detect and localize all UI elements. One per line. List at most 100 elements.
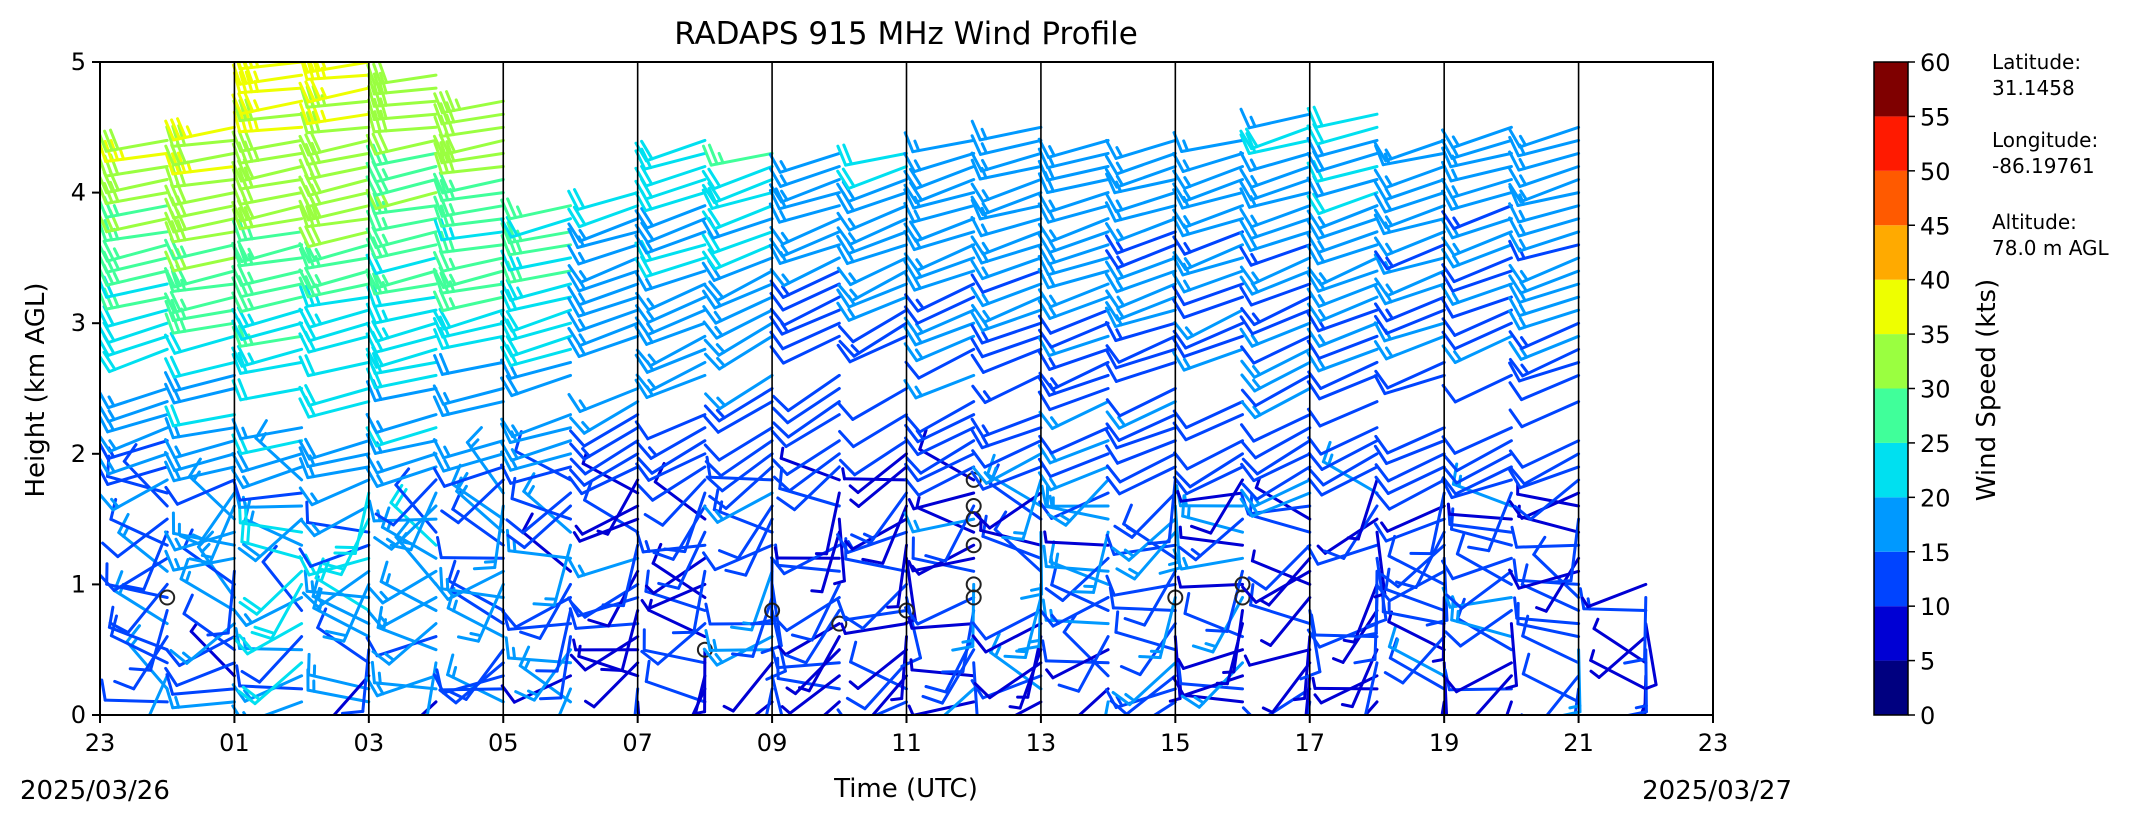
wind-barb xyxy=(1573,687,1581,715)
wind-barb xyxy=(693,648,707,715)
wind-barb xyxy=(1105,533,1177,556)
wind-barb xyxy=(1057,635,1110,693)
wind-barb xyxy=(1239,151,1312,173)
wind-barb xyxy=(298,223,371,249)
wind-barb xyxy=(769,269,841,299)
wind-barb xyxy=(1062,613,1110,678)
wind-barb xyxy=(164,438,236,460)
wind-barb xyxy=(1239,243,1312,267)
wind-barb xyxy=(569,413,640,448)
wind-barb xyxy=(1510,525,1581,549)
wind-barb xyxy=(238,569,304,616)
wind-barb xyxy=(433,249,505,273)
colorbar-bin xyxy=(1874,497,1908,552)
wind-barb xyxy=(1374,295,1446,323)
wind-barb xyxy=(519,582,572,640)
wind-barb xyxy=(772,452,841,493)
wind-barb xyxy=(1114,610,1177,652)
wind-barb xyxy=(836,217,908,246)
wind-barb xyxy=(1240,387,1312,420)
wind-barb xyxy=(535,609,572,673)
wind-barb xyxy=(1467,491,1513,553)
wind-barb xyxy=(640,582,707,611)
wind-barb xyxy=(814,491,841,556)
wind-barb xyxy=(1043,530,1110,547)
wind-barb xyxy=(1306,700,1312,715)
wind-barb xyxy=(432,315,505,339)
wind-barb xyxy=(100,347,169,374)
wind-barb xyxy=(970,256,1043,281)
wind-barb xyxy=(305,500,371,534)
wind-barb xyxy=(1240,295,1312,327)
wind-barb xyxy=(365,172,438,197)
wind-barb xyxy=(1374,243,1446,271)
wind-barb xyxy=(1037,452,1110,478)
wind-barb xyxy=(164,417,236,440)
wind-barb xyxy=(370,660,438,691)
wind-barb xyxy=(635,282,707,312)
wind-barb xyxy=(298,437,371,461)
wind-barb xyxy=(701,187,774,210)
wind-barb xyxy=(1444,609,1513,648)
wind-barb xyxy=(164,382,236,405)
wind-barb xyxy=(1240,360,1312,393)
wind-barb xyxy=(702,635,774,667)
wind-barb xyxy=(769,282,841,312)
wind-barb xyxy=(298,79,371,104)
wind-barb xyxy=(785,648,841,696)
wind-barb xyxy=(1105,256,1177,281)
wind-barb xyxy=(970,119,1043,142)
wind-barb xyxy=(703,491,774,524)
wind-barb xyxy=(971,452,1043,485)
wind-barb xyxy=(231,263,304,287)
wind-barb xyxy=(1173,308,1244,341)
profile-00 xyxy=(100,128,176,715)
wind-barb xyxy=(1176,575,1244,589)
wind-barb xyxy=(1589,649,1648,691)
wind-barb xyxy=(514,648,572,702)
profile-06 xyxy=(500,197,572,715)
colorbar-bin xyxy=(1874,279,1908,335)
wind-barb xyxy=(1105,387,1177,418)
wind-barb xyxy=(500,413,572,438)
calm-circle xyxy=(159,589,176,606)
x-axis-label: Time (UTC) xyxy=(833,774,978,804)
wind-barb xyxy=(1105,400,1177,430)
wind-barb xyxy=(643,478,707,527)
profile-09 xyxy=(701,143,787,715)
wind-barb xyxy=(798,635,841,693)
wind-barb xyxy=(973,661,1043,700)
wind-barb xyxy=(1505,622,1518,690)
wind-barb xyxy=(1387,625,1446,678)
wind-barb xyxy=(433,140,505,165)
wind-barb xyxy=(1239,282,1312,307)
wind-barb xyxy=(1239,217,1312,241)
wind-barb xyxy=(1520,674,1581,715)
wind-barb xyxy=(636,700,641,715)
wind-barb xyxy=(1306,243,1379,266)
wind-barb xyxy=(702,143,774,167)
wind-barb xyxy=(703,321,774,357)
wind-barb xyxy=(903,334,976,363)
wind-barb xyxy=(1260,596,1312,647)
colorbar-bin xyxy=(1874,551,1908,607)
wind-barb xyxy=(250,582,304,641)
colorbar-bin xyxy=(1874,606,1908,661)
wind-barb xyxy=(970,178,1043,203)
wind-barb xyxy=(1508,202,1581,224)
wind-barb xyxy=(1441,465,1513,496)
wind-barb xyxy=(1104,165,1177,189)
y-tick-label: 2 xyxy=(71,440,86,468)
calm-circle xyxy=(831,615,848,632)
wind-barb xyxy=(1038,360,1110,391)
wind-barb xyxy=(567,321,640,348)
wind-barb xyxy=(1373,165,1446,190)
profile-02 xyxy=(231,62,304,715)
wind-barb xyxy=(1508,125,1581,149)
wind-barb xyxy=(164,478,236,506)
wind-barb xyxy=(440,478,505,525)
wind-barb xyxy=(100,387,169,410)
wind-barb xyxy=(1450,598,1513,639)
wind-barb xyxy=(850,491,908,545)
wind-barb xyxy=(1173,439,1244,471)
